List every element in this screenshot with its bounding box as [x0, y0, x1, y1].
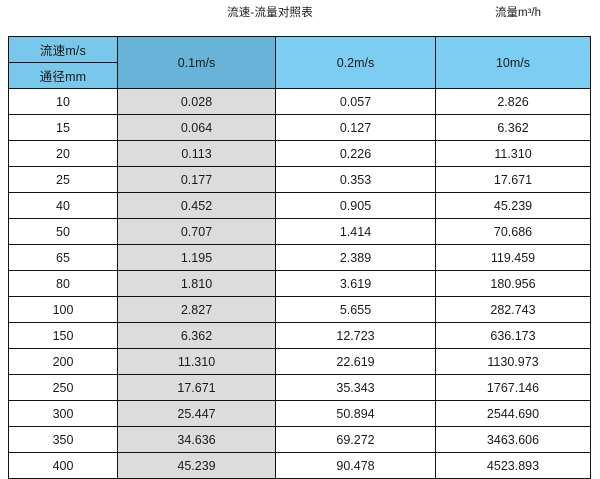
cell-flow-v02: 0.057 [275, 88, 436, 115]
cell-flow-v10: 180.956 [435, 270, 591, 297]
table-row: 25 0.177 0.353 17.671 [8, 166, 591, 193]
caption-strip: 流速-流量对照表 流量m³/h [0, 0, 600, 32]
cell-nominal-diameter: 40 [8, 192, 118, 219]
table-body: 10 0.028 0.057 2.826 15 0.064 0.127 6.362 20 0.11… [8, 88, 591, 479]
cell-flow-v01: 0.064 [117, 114, 276, 141]
table-row: 250 17.671 35.343 1767.146 [8, 374, 591, 401]
cell-flow-v10: 282.743 [435, 296, 591, 323]
cell-nominal-diameter: 350 [8, 426, 118, 453]
cell-nominal-diameter: 200 [8, 348, 118, 375]
header-velocity-label: 流速m/s [8, 36, 118, 63]
cell-flow-v02: 0.226 [275, 140, 436, 167]
cell-flow-v01: 0.452 [117, 192, 276, 219]
page-title: 流速-流量对照表 [227, 7, 313, 19]
cell-flow-v01: 0.028 [117, 88, 276, 115]
column-header-velocity-10: 10m/s [435, 36, 591, 89]
cell-nominal-diameter: 250 [8, 374, 118, 401]
cell-nominal-diameter: 20 [8, 140, 118, 167]
cell-nominal-diameter: 50 [8, 218, 118, 245]
cell-flow-v10: 70.686 [435, 218, 591, 245]
cell-flow-v01: 2.827 [117, 296, 276, 323]
cell-nominal-diameter: 100 [8, 296, 118, 323]
cell-flow-v01: 1.195 [117, 244, 276, 271]
table-row: 15 0.064 0.127 6.362 [8, 114, 591, 141]
header-row-top: 流速m/s 0.1m/s 0.2m/s 10m/s [8, 36, 591, 89]
table-row: 150 6.362 12.723 636.173 [8, 322, 591, 349]
table-header: 流速m/s 0.1m/s 0.2m/s 10m/s 通径mm [8, 36, 591, 89]
cell-flow-v02: 0.353 [275, 166, 436, 193]
cell-nominal-diameter: 80 [8, 270, 118, 297]
cell-flow-v02: 5.655 [275, 296, 436, 323]
table-row: 20 0.113 0.226 11.310 [8, 140, 591, 167]
cell-flow-v01: 6.362 [117, 322, 276, 349]
table-row: 300 25.447 50.894 2544.690 [8, 400, 591, 427]
flow-rate-table-container: 流速m/s 0.1m/s 0.2m/s 10m/s 通径mm 10 0.028 0.… [8, 36, 591, 479]
cell-flow-v10: 45.239 [435, 192, 591, 219]
flow-rate-table: 流速m/s 0.1m/s 0.2m/s 10m/s 通径mm 10 0.028 0.… [8, 36, 591, 479]
cell-flow-v02: 12.723 [275, 322, 436, 349]
cell-nominal-diameter: 65 [8, 244, 118, 271]
table-row: 10 0.028 0.057 2.826 [8, 88, 591, 115]
cell-flow-v01: 17.671 [117, 374, 276, 401]
table-row: 80 1.810 3.619 180.956 [8, 270, 591, 297]
cell-flow-v01: 0.113 [117, 140, 276, 167]
table-row: 350 34.636 69.272 3463.606 [8, 426, 591, 453]
cell-nominal-diameter: 150 [8, 322, 118, 349]
cell-flow-v01: 34.636 [117, 426, 276, 453]
flow-unit-label: 流量m³/h [495, 7, 541, 19]
cell-flow-v02: 3.619 [275, 270, 436, 297]
cell-nominal-diameter: 15 [8, 114, 118, 141]
column-header-velocity-0.2: 0.2m/s [275, 36, 436, 89]
cell-flow-v10: 6.362 [435, 114, 591, 141]
cell-nominal-diameter: 10 [8, 88, 118, 115]
table-row: 200 11.310 22.619 1130.973 [8, 348, 591, 375]
cell-flow-v01: 11.310 [117, 348, 276, 375]
cell-flow-v01: 0.177 [117, 166, 276, 193]
cell-flow-v02: 2.389 [275, 244, 436, 271]
cell-flow-v10: 2544.690 [435, 400, 591, 427]
table-row: 100 2.827 5.655 282.743 [8, 296, 591, 323]
cell-flow-v02: 50.894 [275, 400, 436, 427]
cell-flow-v02: 35.343 [275, 374, 436, 401]
cell-flow-v02: 1.414 [275, 218, 436, 245]
cell-flow-v01: 1.810 [117, 270, 276, 297]
cell-flow-v01: 25.447 [117, 400, 276, 427]
cell-flow-v10: 636.173 [435, 322, 591, 349]
cell-flow-v02: 0.905 [275, 192, 436, 219]
table-row: 50 0.707 1.414 70.686 [8, 218, 591, 245]
cell-flow-v02: 69.272 [275, 426, 436, 453]
cell-flow-v10: 119.459 [435, 244, 591, 271]
cell-flow-v01: 0.707 [117, 218, 276, 245]
cell-flow-v02: 0.127 [275, 114, 436, 141]
cell-flow-v10: 1767.146 [435, 374, 591, 401]
cell-flow-v10: 3463.606 [435, 426, 591, 453]
cell-flow-v10: 2.826 [435, 88, 591, 115]
table-row: 40 0.452 0.905 45.239 [8, 192, 591, 219]
cell-flow-v02: 22.619 [275, 348, 436, 375]
header-diameter-label: 通径mm [8, 62, 118, 89]
cell-nominal-diameter: 300 [8, 400, 118, 427]
table-row: 65 1.195 2.389 119.459 [8, 244, 591, 271]
cell-flow-v10: 11.310 [435, 140, 591, 167]
column-header-velocity-0.1: 0.1m/s [117, 36, 276, 89]
cell-nominal-diameter: 25 [8, 166, 118, 193]
cell-flow-v10: 1130.973 [435, 348, 591, 375]
cell-flow-v10: 17.671 [435, 166, 591, 193]
